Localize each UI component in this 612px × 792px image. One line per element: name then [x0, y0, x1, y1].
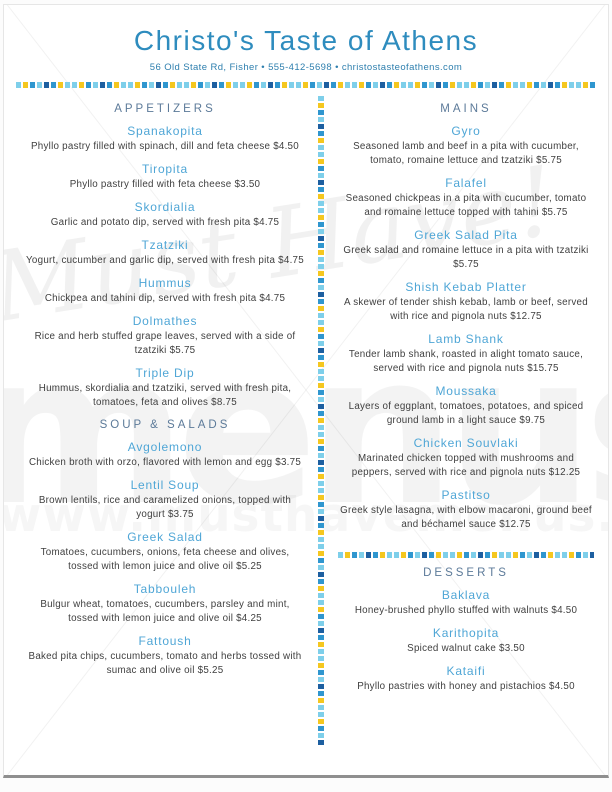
- menu-item-name: Baklava: [441, 588, 491, 602]
- menu-item-name: Pastitso: [441, 488, 491, 502]
- menu-item-name: Kataifi: [446, 664, 486, 678]
- menu-item: Pastitso Greek style lasagna, with elbow …: [338, 488, 594, 532]
- menu-item-name: Fattoush: [138, 634, 192, 648]
- menu-item-name: Hummus: [138, 276, 192, 290]
- menu-item-name: Gyro: [451, 124, 481, 138]
- menu-item-name: Triple Dip: [135, 366, 195, 380]
- menu-item-description: Hummus, skordialia and tzatziki, served …: [38, 383, 292, 408]
- decorative-top-border: [16, 82, 596, 88]
- menu-item: Lamb Shank Tender lamb shank, roasted in …: [338, 332, 594, 376]
- menu-item-name: Shish Kebab Platter: [405, 280, 527, 294]
- menu-item: Gyro Seasoned lamb and beef in a pita wit…: [338, 124, 594, 168]
- menu-item-description: Layers of eggplant, tomatoes, potatoes, …: [348, 401, 584, 426]
- menu-item-description: A skewer of tender shish kebab, lamb or …: [344, 297, 588, 322]
- menu-item-description: Chickpea and tahini dip, served with fre…: [44, 293, 286, 304]
- menu-item-description: Greek salad and romaine lettuce in a pit…: [343, 245, 589, 270]
- menu-item: Greek Salad Tomatoes, cucumbers, onions, …: [24, 530, 306, 574]
- menu-item: Tabbouleh Bulgur wheat, tomatoes, cucumbe…: [24, 582, 306, 626]
- menu-column-right: MAINS Gyro Seasoned lamb and beef in a pit…: [338, 94, 594, 746]
- menu-header: Christo's Taste of Athens 56 Old State R…: [4, 5, 608, 73]
- menu-item-name: Skordialia: [134, 200, 196, 214]
- menu-item: Chicken Souvlaki Marinated chicken topped…: [338, 436, 594, 480]
- menu-item: Lentil Soup Brown lentils, rice and caram…: [24, 478, 306, 522]
- menu-item-name: Tabbouleh: [133, 582, 197, 596]
- menu-item-description: Spiced walnut cake $3.50: [407, 643, 525, 654]
- menu-item: Triple Dip Hummus, skordialia and tzatzik…: [24, 366, 306, 410]
- menu-item-description: Rice and herb stuffed grape leaves, serv…: [34, 331, 296, 356]
- menu-item-description: Garlic and potato dip, served with fresh…: [50, 217, 280, 228]
- section-heading: DESSERTS: [423, 567, 509, 579]
- restaurant-title: Christo's Taste of Athens: [133, 25, 479, 56]
- menu-item: Moussaka Layers of eggplant, tomatoes, po…: [338, 384, 594, 428]
- menu-item-description: Tomatoes, cucumbers, onions, feta cheese…: [40, 547, 290, 572]
- decorative-column-divider: [318, 96, 324, 746]
- menu-item-description: Honey-brushed phyllo stuffed with walnut…: [354, 605, 578, 616]
- menu-item-name: Falafel: [445, 176, 487, 190]
- restaurant-contact-line: 56 Old State Rd, Fisher • 555-412-5698 •…: [149, 62, 463, 73]
- menu-item-name: Moussaka: [435, 384, 497, 398]
- menu-item: Fattoush Baked pita chips, cucumbers, tom…: [24, 634, 306, 678]
- menu-item: Karithopita Spiced walnut cake $3.50: [338, 626, 594, 656]
- menu-item: Avgolemono Chicken broth with orzo, flavo…: [24, 440, 306, 470]
- menu-item-description: Greek style lasagna, with elbow macaroni…: [340, 505, 592, 530]
- menu-item: Skordialia Garlic and potato dip, served …: [24, 200, 306, 230]
- menu-item: Greek Salad Pita Greek salad and romaine …: [338, 228, 594, 272]
- menu-item-description: Baked pita chips, cucumbers, tomato and …: [28, 651, 302, 676]
- section-heading: SOUP & SALADS: [99, 419, 231, 431]
- menu-column-left: APPETIZERS Spanakopita Phyllo pastry fille…: [24, 94, 306, 746]
- menu-item-name: Lamb Shank: [428, 332, 504, 346]
- menu-item-name: Karithopita: [432, 626, 500, 640]
- menu-item-description: Phyllo pastries with honey and pistachio…: [357, 681, 575, 692]
- section-heading: MAINS: [440, 103, 492, 115]
- menu-item-description: Tender lamb shank, roasted in alight tom…: [348, 349, 584, 374]
- menu-item: Tiropita Phyllo pastry filled with feta c…: [24, 162, 306, 192]
- menu-item-name: Greek Salad: [127, 530, 203, 544]
- menu-item-description: Yogurt, cucumber and garlic dip, served …: [26, 255, 304, 266]
- menu-item-description: Seasoned chickpeas in a pita with cucumb…: [345, 193, 587, 218]
- menu-item-description: Bulgur wheat, tomatoes, cucumbers, parsl…: [40, 599, 290, 624]
- menu-item-name: Lentil Soup: [130, 478, 200, 492]
- menu-item-name: Avgolemono: [127, 440, 203, 454]
- decorative-section-divider: [338, 552, 594, 558]
- section-heading: APPETIZERS: [114, 103, 216, 115]
- menu-page: Must Have! menus www.musthavemenus.com C…: [3, 4, 609, 778]
- menu-item-name: Tzatziki: [141, 238, 189, 252]
- menu-item-description: Chicken broth with orzo, flavored with l…: [28, 457, 302, 468]
- menu-item-name: Greek Salad Pita: [414, 228, 518, 242]
- menu-item-description: Brown lentils, rice and caramelized onio…: [38, 495, 292, 520]
- menu-item: Falafel Seasoned chickpeas in a pita with…: [338, 176, 594, 220]
- menu-item: Tzatziki Yogurt, cucumber and garlic dip,…: [24, 238, 306, 268]
- menu-item: Kataifi Phyllo pastries with honey and pi…: [338, 664, 594, 694]
- menu-columns: APPETIZERS Spanakopita Phyllo pastry fille…: [4, 88, 608, 746]
- menu-item-description: Phyllo pastry filled with spinach, dill …: [31, 141, 299, 152]
- menu-item: Shish Kebab Platter A skewer of tender sh…: [338, 280, 594, 324]
- menu-item-name: Spanakopita: [127, 124, 203, 138]
- menu-item-name: Chicken Souvlaki: [413, 436, 519, 450]
- menu-item-description: Marinated chicken topped with mushrooms …: [351, 453, 581, 478]
- menu-item: Spanakopita Phyllo pastry filled with spi…: [24, 124, 306, 154]
- menu-item-name: Dolmathes: [132, 314, 198, 328]
- menu-item: Dolmathes Rice and herb stuffed grape lea…: [24, 314, 306, 358]
- menu-item-description: Seasoned lamb and beef in a pita with cu…: [353, 141, 579, 166]
- menu-item-name: Tiropita: [142, 162, 188, 176]
- menu-item: Baklava Honey-brushed phyllo stuffed with…: [338, 588, 594, 618]
- menu-item: Hummus Chickpea and tahini dip, served wi…: [24, 276, 306, 306]
- menu-item-description: Phyllo pastry filled with feta cheese $3…: [69, 179, 261, 190]
